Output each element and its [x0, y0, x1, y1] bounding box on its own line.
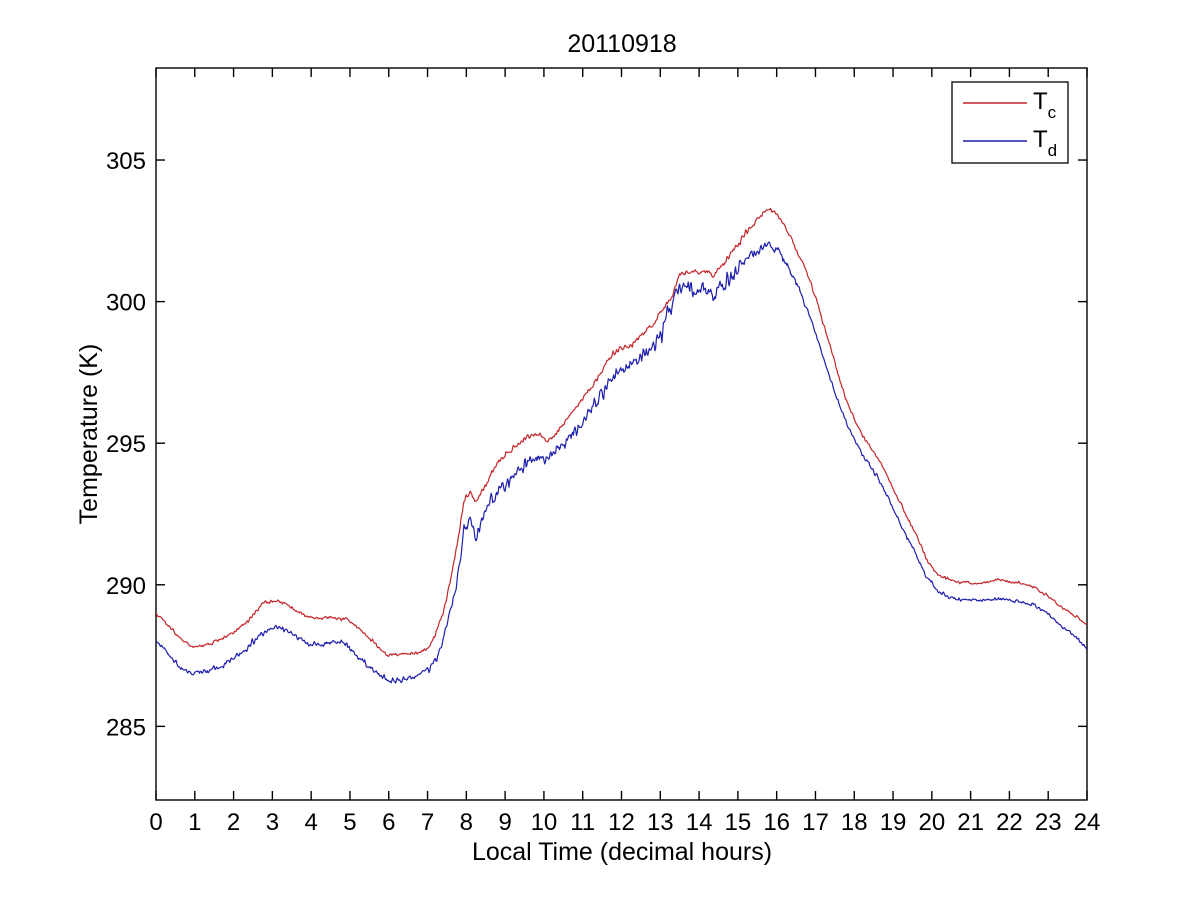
x-tick-label: 9 [498, 809, 511, 836]
x-tick-label: 7 [421, 809, 434, 836]
x-tick-label: 22 [996, 809, 1023, 836]
y-tick-label: 305 [106, 148, 146, 175]
x-tick-label: 17 [802, 809, 829, 836]
x-tick-label: 2 [227, 809, 240, 836]
x-tick-label: 5 [343, 809, 356, 836]
series-t_c-line [156, 207, 1087, 657]
x-tick-label: 13 [647, 809, 674, 836]
axis-ticks [155, 68, 1088, 800]
x-tick-label: 19 [880, 809, 907, 836]
x-tick-label: 3 [266, 809, 279, 836]
y-tick-label: 300 [106, 290, 146, 317]
x-tick-label: 0 [149, 809, 162, 836]
x-tick-label: 24 [1074, 809, 1101, 836]
x-tick-label: 6 [382, 809, 395, 836]
legend-box [951, 81, 1069, 164]
x-tick-label: 14 [686, 809, 713, 836]
y-axis-tick-labels: 285 290 295 300 305 [106, 148, 146, 741]
x-tick-label: 20 [918, 809, 945, 836]
x-tick-label: 18 [841, 809, 868, 836]
x-tick-label: 23 [1035, 809, 1062, 836]
x-tick-label: 10 [531, 809, 558, 836]
x-tick-label: 16 [763, 809, 790, 836]
y-tick-label: 285 [106, 714, 146, 741]
chart-title: 20110918 [567, 30, 676, 58]
x-axis-tick-labels: 0 1 2 3 4 5 6 7 8 9 10 11 12 13 14 15 16 17 18 19 20 21 22 23 24 [149, 809, 1100, 836]
y-axis-label: Temperature (K) [75, 344, 103, 525]
data-series [156, 207, 1087, 684]
x-tick-label: 21 [957, 809, 984, 836]
x-tick-label: 11 [570, 809, 595, 836]
y-tick-label: 295 [106, 431, 146, 458]
x-axis-label: Local Time (decimal hours) [472, 838, 772, 866]
x-tick-label: 1 [188, 809, 201, 836]
plot-box [155, 67, 1088, 801]
x-tick-label: 12 [608, 809, 635, 836]
x-tick-label: 4 [304, 809, 317, 836]
x-tick-label: 15 [725, 809, 752, 836]
series-t_d-line [156, 241, 1087, 684]
y-tick-label: 290 [106, 573, 146, 600]
x-tick-label: 8 [460, 809, 473, 836]
